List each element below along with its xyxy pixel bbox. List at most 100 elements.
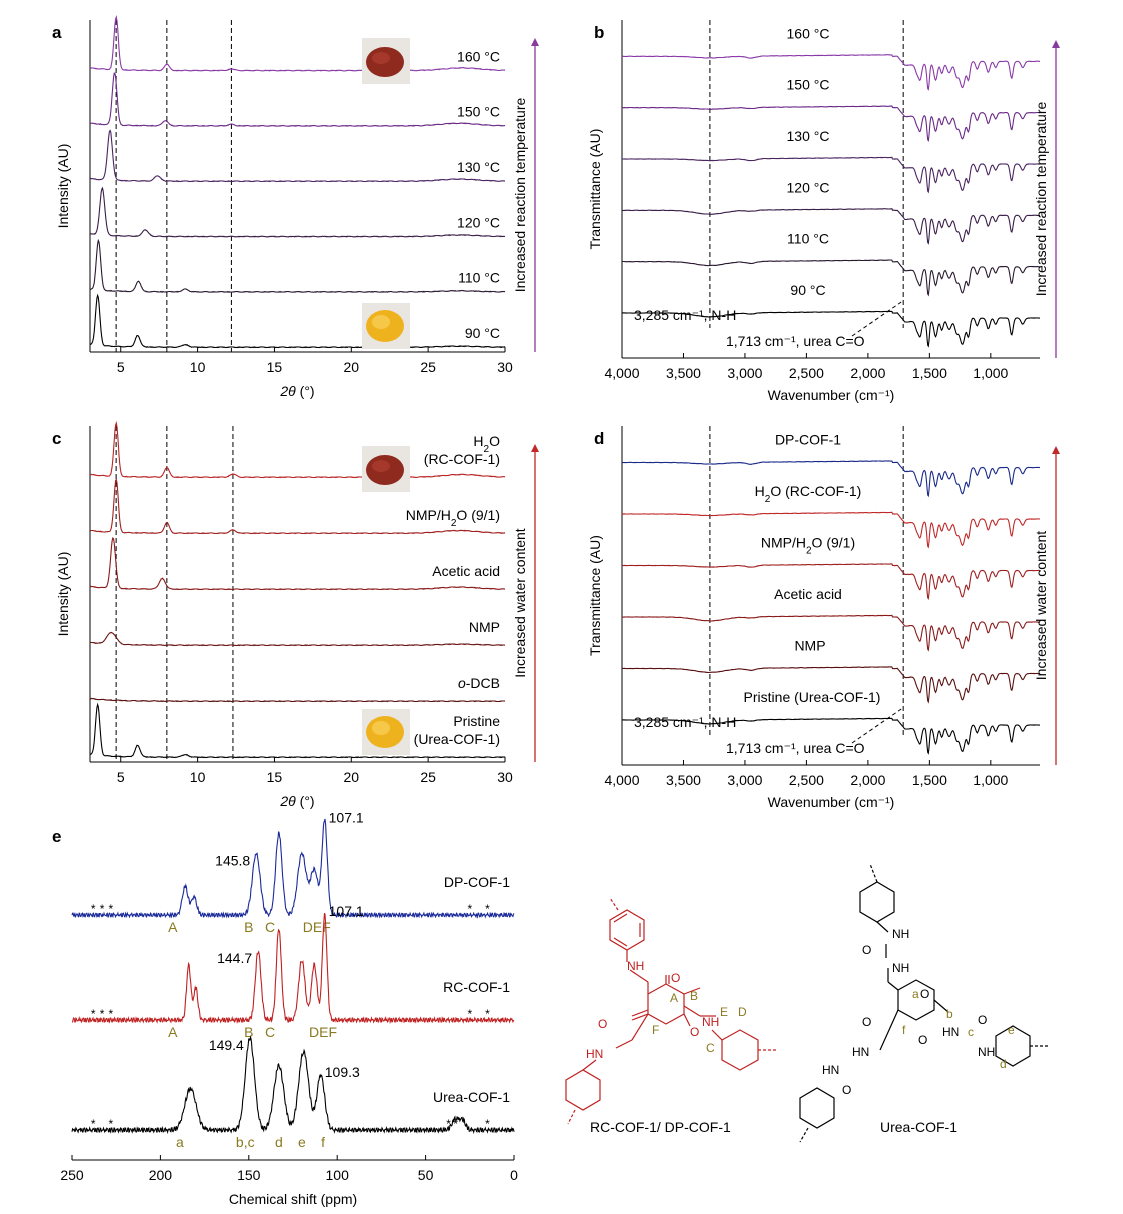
b-series-label: 110 °C — [787, 231, 829, 247]
ustruct-nh-3: NH — [978, 1045, 995, 1059]
c-xtick-label: 5 — [117, 769, 125, 785]
nmr-panel: 250 200 150 100 50 0 Chemical shift (ppm) 145.8… — [60, 810, 518, 1207]
rc-cof-structure — [565, 897, 776, 1125]
e-spinning-sideband-star: * — [109, 1007, 114, 1021]
e-peak-label: 107.1 — [329, 903, 364, 919]
c-arrow-label: Increased water content — [512, 528, 528, 678]
b-xtick-label: 3,000 — [727, 365, 762, 381]
xrd-solvent-panel: 5 10 15 20 25 30 2θ (°) Intensity (AU) Pristine (… — [55, 420, 539, 809]
d-xtick-label: 3,500 — [666, 772, 701, 788]
b-xtick-label: 1,000 — [973, 365, 1008, 381]
c-series-line — [89, 702, 506, 759]
e-peak-label: 145.8 — [215, 853, 250, 869]
a-series-label: 130 °C — [457, 159, 500, 175]
panel-letter-a: a — [52, 23, 62, 42]
e-assignment-label: f — [321, 1134, 325, 1150]
d-series-line — [621, 614, 1040, 652]
struct-label-D: D — [738, 1005, 747, 1019]
urea-cof-structure — [799, 863, 1048, 1143]
e-peak-label: 144.7 — [217, 950, 252, 966]
d-xtick-label: 3,000 — [727, 772, 762, 788]
b-xtick-label: 2,000 — [850, 365, 885, 381]
panel-letter-e: e — [52, 827, 61, 846]
a-series-label: 90 °C — [465, 325, 500, 341]
e-spinning-sideband-star: * — [91, 1007, 96, 1021]
c-series-label: (Urea-COF-1) — [414, 731, 500, 747]
b-series-line — [621, 310, 1040, 348]
e-spinning-sideband-star: * — [109, 1117, 114, 1131]
ftir-temperature-panel: 4,000 3,500 3,000 2,500 2,000 1,500 1,000 Waven… — [587, 20, 1060, 403]
d-annotation-nh: 3,285 cm⁻¹, N-H — [634, 714, 736, 730]
a-series-label: 110 °C — [458, 270, 500, 286]
a-series-line — [89, 129, 506, 183]
b-xtick-label: 4,000 — [604, 365, 639, 381]
e-spinning-sideband-star: * — [100, 902, 105, 916]
struct-hn-left: HN — [586, 1047, 603, 1061]
struct-label-F: F — [652, 1023, 659, 1037]
e-series-label: Urea-COF-1 — [433, 1089, 510, 1105]
b-series-line — [621, 156, 1040, 194]
b-arrow-label: Increased reaction temperature — [1033, 102, 1049, 297]
e-spinning-sideband-star: * — [485, 1007, 490, 1021]
struct-o-left: O — [598, 1017, 607, 1031]
d-arrow-label: Increased water content — [1033, 531, 1049, 681]
e-xtick-label: 50 — [418, 1167, 434, 1183]
d-series-label: NMP — [794, 638, 825, 654]
d-xtick-label: 2,500 — [789, 772, 824, 788]
ustruct-label-e: e — [1008, 1023, 1015, 1037]
c-series-label: NMP/H2O (9/1) — [406, 507, 500, 529]
e-series-label: RC-COF-1 — [443, 979, 510, 995]
a-ylabel: Intensity (AU) — [55, 144, 71, 229]
b-xlabel: Wavenumber (cm⁻¹) — [768, 387, 895, 403]
c-arrow-head — [531, 444, 539, 452]
struct-label-C: C — [706, 1041, 715, 1055]
e-assignment-label: DE — [303, 919, 322, 935]
struct-label-B: B — [690, 989, 698, 1003]
yellow-powder-photo-a — [362, 303, 410, 349]
red-powder-photo-c — [362, 446, 410, 492]
e-assignment-label: A — [168, 919, 178, 935]
b-series-line — [621, 54, 1041, 91]
ustruct-label-b: b — [946, 1007, 953, 1021]
ustruct-nh-2: NH — [892, 961, 909, 975]
d-annotation-pointer — [851, 708, 902, 744]
b-annotation-nh: 3,285 cm⁻¹, N-H — [634, 307, 736, 323]
c-xtick-label: 30 — [497, 769, 513, 785]
ustruct-hn-2: HN — [852, 1045, 869, 1059]
c-ylabel: Intensity (AU) — [55, 552, 71, 637]
e-spinning-sideband-star: * — [467, 902, 472, 916]
e-spinning-sideband-star: * — [446, 1117, 451, 1131]
ustruct-label-c: c — [968, 1025, 974, 1039]
yellow-powder-photo-c — [362, 709, 410, 755]
ustruct-label-f: f — [902, 1023, 906, 1037]
e-xtick-label: 200 — [149, 1167, 173, 1183]
d-series-line — [621, 717, 1040, 755]
e-peak-label: 109.3 — [325, 1064, 360, 1080]
b-series-line — [621, 105, 1041, 143]
struct-label-E: E — [720, 1005, 728, 1019]
b-series-label: 90 °C — [790, 282, 825, 298]
d-series-line — [622, 511, 1041, 549]
e-assignment-label: A — [168, 1024, 178, 1040]
e-assignment-label: d — [275, 1134, 283, 1150]
struct-left-caption: RC-COF-1/ DP-COF-1 — [590, 1119, 731, 1135]
a-series-line — [89, 238, 506, 293]
e-spinning-sideband-star: * — [485, 1117, 490, 1131]
d-arrow-head — [1052, 446, 1060, 454]
e-series-line — [71, 1035, 515, 1135]
ustruct-o-6: O — [842, 1083, 851, 1097]
c-series-line — [89, 537, 506, 591]
e-spinning-sideband-star: * — [485, 902, 490, 916]
e-spinning-sideband-star: * — [91, 902, 96, 916]
d-series-label: Acetic acid — [774, 586, 842, 602]
e-assignment-label: B — [244, 919, 253, 935]
d-series-label: NMP/H2O (9/1) — [761, 535, 855, 557]
a-series-line — [89, 72, 506, 127]
e-assignment-label: C — [265, 1024, 275, 1040]
struct-label-A: A — [670, 991, 678, 1005]
e-spinning-sideband-star: * — [467, 1007, 472, 1021]
ftir-solvent-panel: 4,000 3,500 3,000 2,500 2,000 1,500 1,000 Waven… — [587, 426, 1060, 810]
c-series-label: Acetic acid — [432, 563, 500, 579]
d-series-line — [622, 666, 1040, 704]
a-xtick-label: 15 — [267, 359, 283, 375]
